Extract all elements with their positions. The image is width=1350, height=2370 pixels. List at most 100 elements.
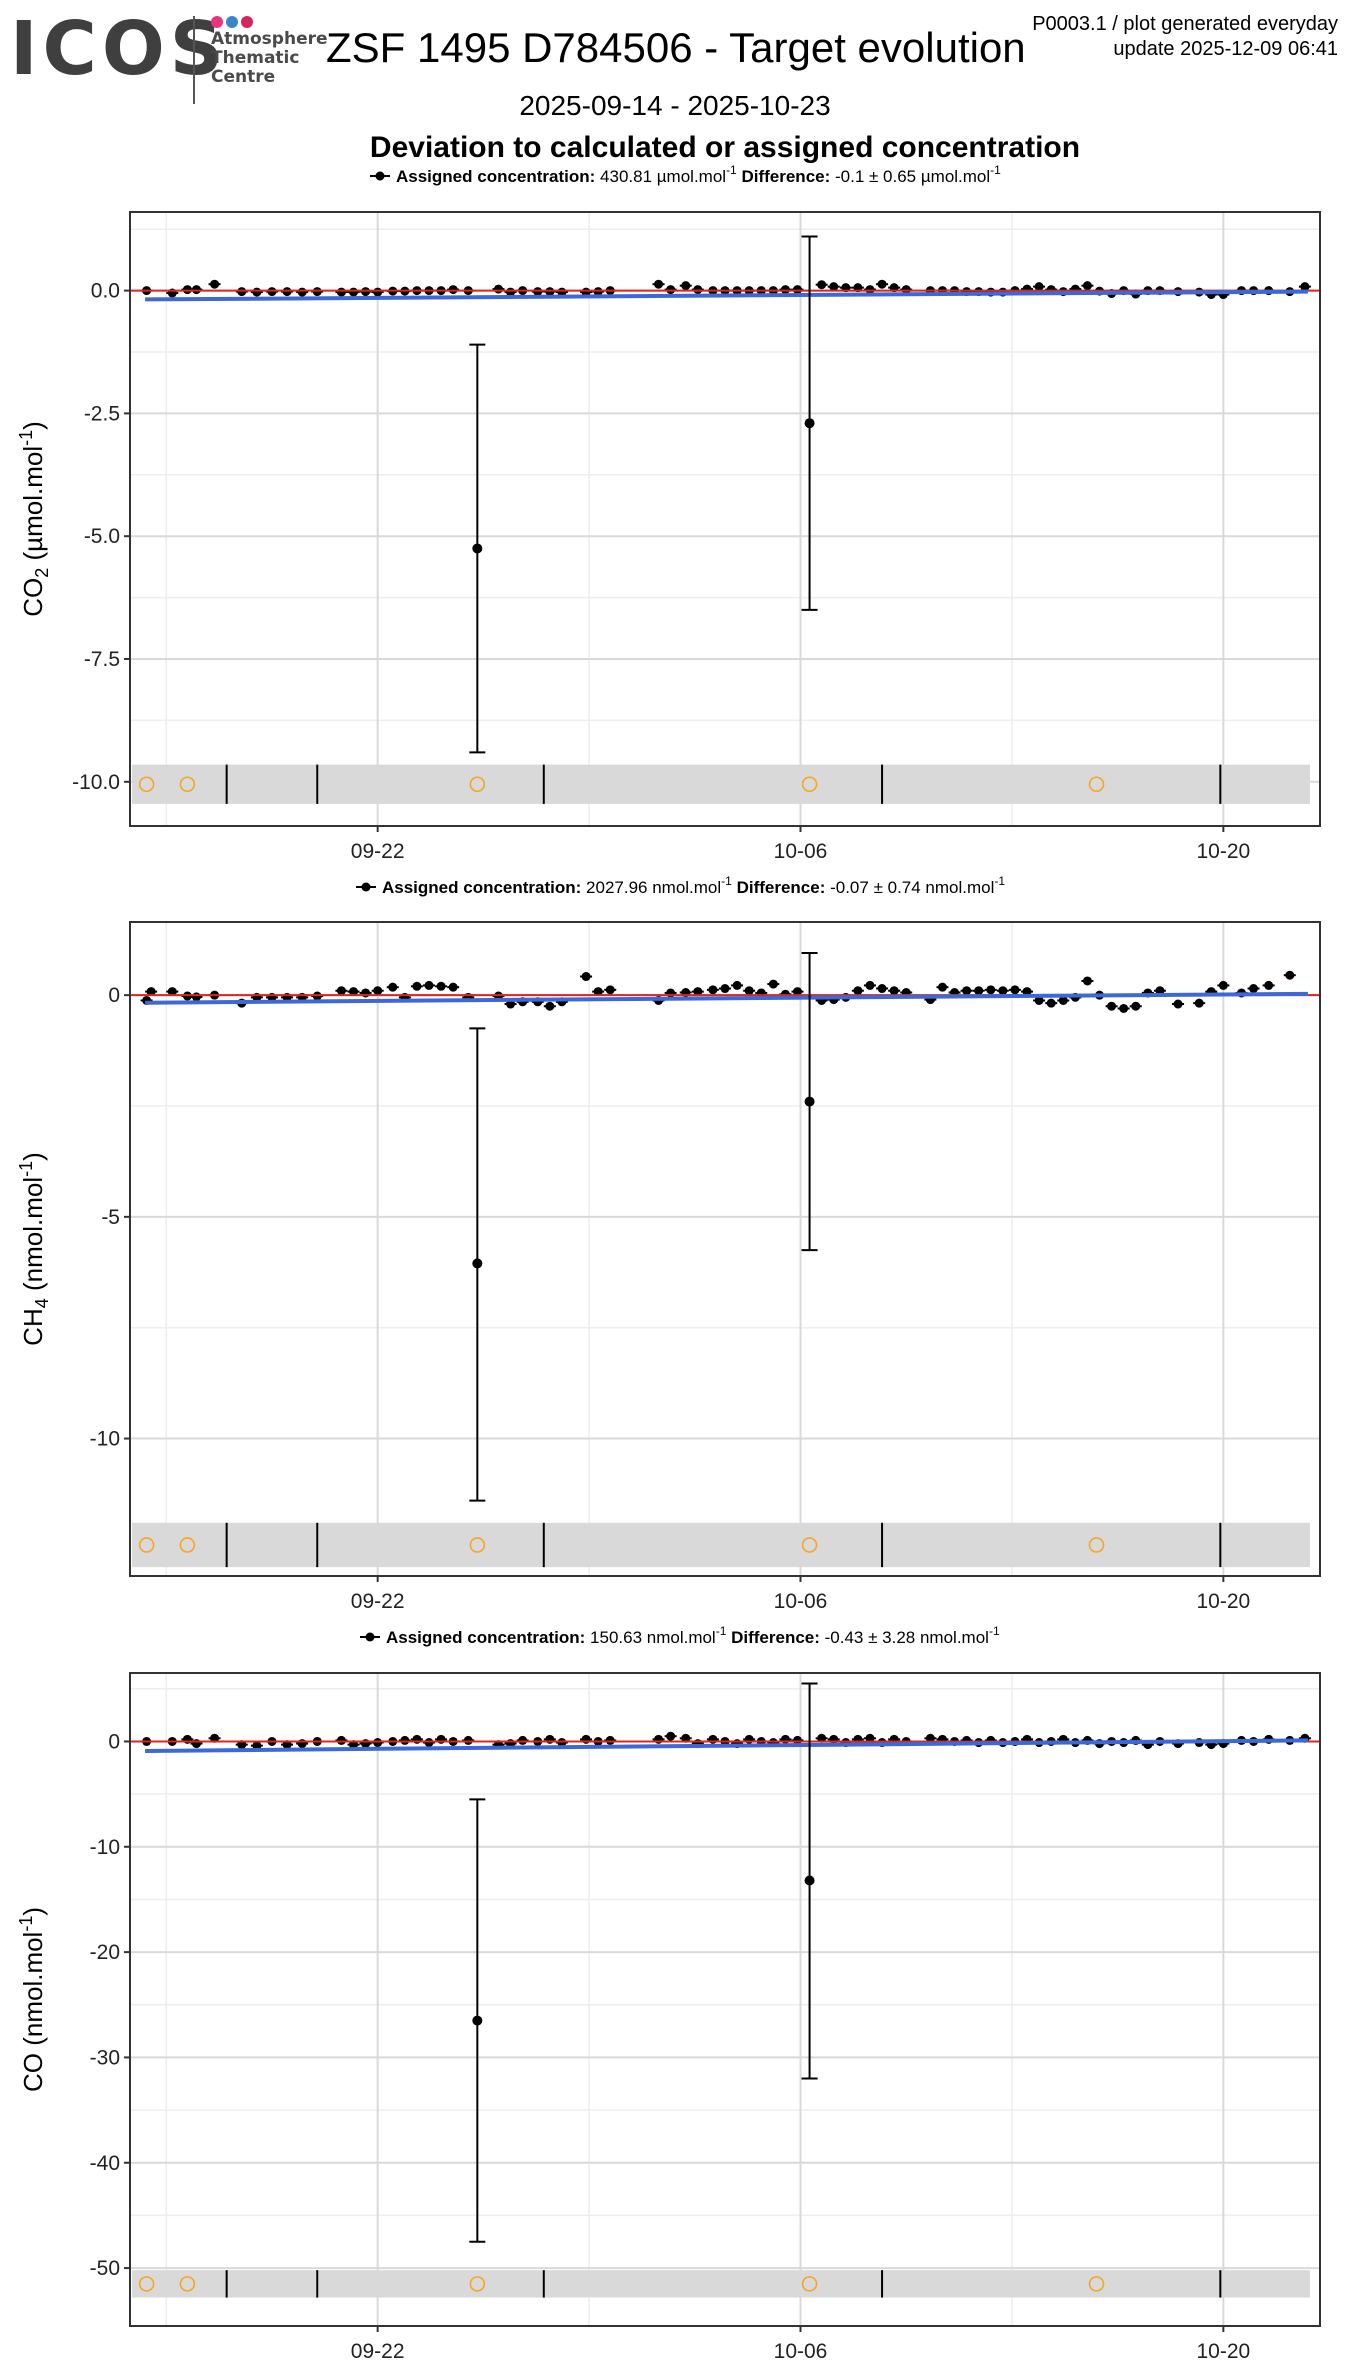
ylabel-main: CO: [18, 2053, 48, 2092]
legend-assigned-label: Assigned concentration:: [386, 1628, 590, 1647]
x-tick-label: 10-06: [774, 1590, 828, 1613]
data-point: [1022, 987, 1032, 997]
ylabel-end: ): [18, 1152, 48, 1161]
y-tick-label: -30: [90, 2046, 120, 2069]
data-point: [581, 1734, 591, 1744]
flag-marker: [1088, 1537, 1105, 1553]
data-point: [1082, 281, 1092, 291]
data-point: [373, 986, 383, 996]
data-point: [720, 984, 730, 994]
logo-dot-2: [226, 16, 238, 28]
y-tick-label: -40: [90, 2152, 120, 2175]
y-tick-label: 0: [108, 984, 120, 1007]
flag-marker: [469, 2276, 486, 2292]
data-point: [1058, 995, 1068, 1005]
y-axis-label: CO2 (µmol.mol-1): [16, 421, 52, 617]
logo-sub-line-2: Thematic: [211, 48, 300, 68]
data-point: [998, 986, 1008, 996]
data-point: [865, 980, 875, 990]
y-tick-label: -5: [101, 1206, 120, 1229]
ylabel-unit: (nmol.mol: [18, 1177, 48, 1298]
data-point: [388, 982, 398, 992]
data-point: [792, 987, 802, 997]
outlier-point: [801, 952, 818, 1252]
x-tick-label: 10-20: [1196, 2340, 1250, 2363]
data-point: [1082, 976, 1092, 986]
data-point: [792, 1735, 802, 1745]
x-tick-label: 10-20: [1196, 840, 1250, 863]
data-point: [297, 287, 307, 297]
data-point: [732, 980, 742, 990]
data-point: [167, 987, 177, 997]
x-tick-label: 09-22: [351, 840, 405, 863]
data-point: [1173, 999, 1183, 1009]
outlier-marker: [804, 418, 815, 429]
data-point: [768, 979, 778, 989]
trend-line: [145, 1738, 1308, 1753]
data-point: [297, 1739, 307, 1749]
data-point: [974, 986, 984, 996]
y-tick-label: 0.0: [91, 280, 120, 303]
legend: Assigned concentration: 2027.96 nmol.mol…: [356, 874, 1005, 897]
legend-diff-label: Difference:: [726, 1628, 824, 1647]
data-point: [493, 284, 503, 294]
trend-line: [145, 289, 1308, 302]
outlier-point: [801, 1682, 818, 2080]
data-point: [1249, 984, 1259, 994]
chart-panel-ch4: Assigned concentration: 2027.96 nmol.mol…: [16, 874, 1321, 1613]
flag-marker: [179, 1537, 196, 1553]
data-point: [1300, 282, 1310, 292]
outlier-marker: [472, 543, 483, 554]
ylabel-main: CO: [18, 578, 48, 617]
data-point: [448, 982, 458, 992]
flag-marker: [469, 776, 486, 793]
data-point: [373, 287, 383, 297]
page-title: ZSF 1495 D784506 - Target evolution: [326, 24, 1026, 71]
data-point: [1218, 980, 1228, 990]
outlier-marker: [472, 2015, 483, 2026]
generation-info: P0003.1 / plot generated everyday update…: [1032, 12, 1338, 62]
data-points: [140, 970, 1296, 1013]
plot-frame: [129, 211, 1321, 827]
meta-line-1: P0003.1 / plot generated everyday: [1032, 13, 1338, 35]
data-point: [545, 1001, 555, 1011]
legend-diff-value: -0.07 ± 0.74 nmol.mol: [830, 878, 994, 897]
flag-marker: [179, 2276, 196, 2292]
data-point: [252, 287, 262, 297]
logo-sub-line-3: Centre: [211, 67, 276, 87]
legend: Assigned concentration: 430.81 µmol.mol-…: [370, 163, 1001, 186]
y-axis-label: CH4 (nmol.mol-1): [16, 1152, 52, 1346]
ylabel-subscript: 2: [32, 568, 52, 578]
outlier-marker: [804, 1875, 815, 1886]
data-point: [817, 280, 827, 290]
trend-line: [145, 991, 1308, 1005]
data-point: [666, 1731, 676, 1741]
data-point: [744, 986, 754, 996]
outlier-marker: [472, 1258, 483, 1269]
plot-frame: [129, 1672, 1321, 2327]
data-point: [436, 981, 446, 991]
legend-superscript: -1: [990, 163, 1001, 177]
y-tick-label: -20: [90, 1941, 120, 1964]
data-point: [361, 1739, 371, 1749]
y-tick-label: -50: [90, 2257, 120, 2280]
data-point: [605, 1735, 615, 1745]
ylabel-end: ): [18, 1907, 48, 1916]
y-tick-label: -7.5: [84, 648, 120, 671]
data-point: [349, 987, 359, 997]
data-point: [545, 1734, 555, 1744]
data-point: [1107, 1001, 1117, 1011]
legend: Assigned concentration: 150.63 nmol.mol-…: [360, 1624, 1000, 1647]
legend-assigned-label: Assigned concentration:: [396, 167, 600, 186]
data-point: [780, 1734, 790, 1744]
data-point: [889, 986, 899, 996]
meta-line-2: update 2025-12-09 06:41: [1113, 38, 1338, 60]
outlier-point: [469, 1798, 486, 2243]
data-point: [693, 987, 703, 997]
data-point: [654, 279, 664, 289]
grid: [130, 212, 1320, 826]
legend-key-point: [365, 1632, 375, 1642]
data-point: [349, 287, 359, 297]
chart-panel-co: Assigned concentration: 150.63 nmol.mol-…: [16, 1624, 1321, 2363]
